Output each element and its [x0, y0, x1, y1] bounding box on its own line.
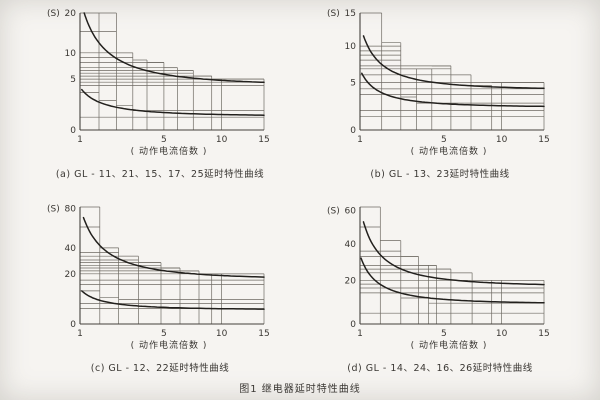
svg-text:0: 0 — [70, 126, 76, 136]
chart-d-caption: (d) GL - 14、24、16、26延时特性曲线 — [347, 363, 533, 374]
chart-block-a: 0 5 10 20 1 5 10 15 (S) ( 动作电流倍数 ) (a) GL - 11、2… — [29, 8, 291, 180]
svg-text:15: 15 — [538, 135, 549, 145]
svg-text:15: 15 — [538, 329, 549, 339]
svg-text:15: 15 — [258, 135, 269, 145]
svg-text:5: 5 — [161, 329, 167, 339]
svg-text:(S): (S) — [327, 206, 340, 216]
svg-text:1: 1 — [357, 135, 363, 145]
svg-text:20: 20 — [65, 270, 77, 280]
svg-text:5: 5 — [441, 135, 447, 145]
chart-c-caption: (c) GL - 12、22延时特性曲线 — [90, 363, 230, 374]
svg-text:5: 5 — [70, 75, 76, 85]
svg-text:20: 20 — [345, 276, 357, 286]
svg-text:40: 40 — [65, 244, 77, 254]
chart-block-d: 0 20 40 60 1 5 10 15 (S) ( 动作电流倍数 ) (d) GL - 14、… — [309, 202, 571, 374]
svg-text:1: 1 — [77, 135, 83, 145]
svg-text:10: 10 — [496, 329, 508, 339]
svg-text:15: 15 — [345, 9, 356, 19]
svg-text:10: 10 — [216, 329, 228, 339]
figure-caption: 图1 继电器延时特性曲线 — [239, 384, 361, 395]
chart-c-x-axis-label: ( 动作电流倍数 ) — [130, 341, 208, 351]
svg-text:0: 0 — [350, 126, 356, 136]
chart-b-x-axis-label: ( 动作电流倍数 ) — [410, 147, 488, 157]
svg-text:10: 10 — [496, 135, 508, 145]
svg-text:5: 5 — [350, 79, 356, 89]
svg-text:5: 5 — [441, 329, 447, 339]
charts-grid: 0 5 10 20 1 5 10 15 (S) ( 动作电流倍数 ) (a) GL - 11、2… — [0, 8, 600, 374]
svg-text:20: 20 — [65, 9, 77, 19]
svg-text:(S): (S) — [327, 9, 340, 19]
chart-block-c: 0 20 40 80 1 5 10 15 (S) ( 动作电流倍数 ) (c) GL - 12、… — [29, 202, 291, 374]
svg-text:(S): (S) — [47, 9, 60, 19]
chart-a-x-axis-label: ( 动作电流倍数 ) — [130, 147, 208, 157]
svg-text:0: 0 — [350, 320, 356, 330]
svg-text:(S): (S) — [47, 205, 60, 215]
chart-d-x-axis-label: ( 动作电流倍数 ) — [410, 341, 488, 351]
svg-text:10: 10 — [345, 42, 357, 52]
chart-a-caption: (a) GL - 11、21、15、17、25延时特性曲线 — [55, 169, 265, 180]
chart-block-b: 0 5 10 15 1 5 10 15 (S) ( 动作电流倍数 ) (b) GL - 13、2… — [309, 8, 571, 180]
svg-text:1: 1 — [357, 329, 363, 339]
svg-text:10: 10 — [216, 135, 228, 145]
svg-text:5: 5 — [161, 135, 167, 145]
svg-text:10: 10 — [65, 49, 77, 59]
svg-text:1: 1 — [77, 329, 83, 339]
svg-text:40: 40 — [345, 240, 357, 250]
svg-text:15: 15 — [258, 329, 269, 339]
svg-text:60: 60 — [345, 206, 357, 216]
svg-text:0: 0 — [70, 320, 76, 330]
svg-text:80: 80 — [65, 205, 77, 215]
chart-b-caption: (b) GL - 13、23延时特性曲线 — [370, 169, 510, 180]
